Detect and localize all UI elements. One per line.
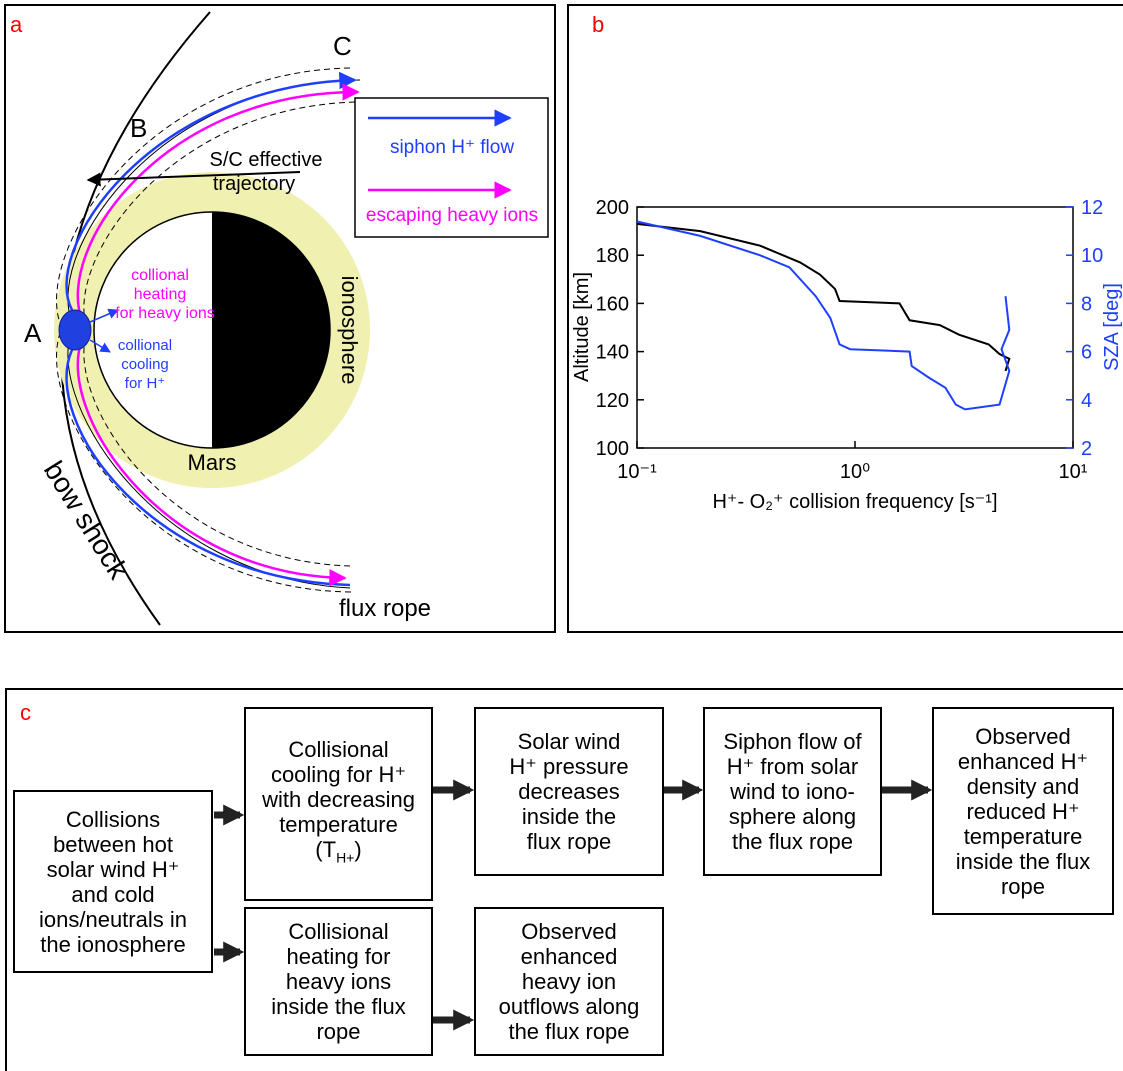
mars-label: Mars xyxy=(188,450,237,475)
y2-tick-label: 6 xyxy=(1081,342,1092,364)
cooling-label: for H⁺ xyxy=(125,375,165,392)
flow-text-part: H+ xyxy=(336,850,354,866)
flow-text: enhanced xyxy=(521,944,618,969)
plot-frame xyxy=(637,207,1073,448)
data-line xyxy=(637,222,1009,410)
flow-text: Solar wind xyxy=(518,729,621,754)
flow-text: the flux rope xyxy=(508,1019,629,1044)
heating-label: for heavy ions xyxy=(115,305,215,322)
flow-text: enhanced H⁺ xyxy=(958,749,1088,774)
flow-text: H⁺ from solar xyxy=(727,754,858,779)
flow-text: rope xyxy=(1001,874,1045,899)
y-tick-label: 200 xyxy=(596,197,629,219)
x-axis-title: H⁺- O₂⁺ collision frequency [s⁻¹] xyxy=(712,491,997,513)
cooling-label: collional xyxy=(118,337,172,354)
interaction-region xyxy=(59,310,91,350)
flow-text: inside the xyxy=(522,804,616,829)
y-tick-label: 100 xyxy=(596,438,629,460)
point-label: C xyxy=(333,31,352,61)
point-label: A xyxy=(24,318,42,348)
panel-label: a xyxy=(10,12,23,37)
flow-text: decreases xyxy=(518,779,620,804)
flow-text: Siphon flow of xyxy=(723,729,861,754)
panel-label: c xyxy=(20,700,31,726)
flow-text: Collisions xyxy=(66,807,160,832)
flow-text: (TH+) xyxy=(315,837,361,870)
flow-text: with decreasing xyxy=(262,787,415,812)
x-tick-label: 10⁻¹ xyxy=(617,461,657,483)
flow-text: cooling for H⁺ xyxy=(271,762,406,787)
flow-text: wind to iono- xyxy=(730,779,855,804)
y-tick-label: 120 xyxy=(596,390,629,412)
flow-text: inside the flux xyxy=(956,849,1091,874)
figure-top: a C B A S/C effective trajectory siphon … xyxy=(0,0,1123,640)
heating-label: collional xyxy=(131,267,189,284)
data-line xyxy=(637,224,1009,371)
y2-axis-title: SZA [deg] xyxy=(1101,283,1123,371)
legend-label: escaping heavy ions xyxy=(366,205,538,226)
flow-text: outflows along xyxy=(499,994,640,1019)
bow-shock-label: bow shock xyxy=(38,456,135,585)
y2-tick-label: 8 xyxy=(1081,293,1092,315)
y2-tick-label: 4 xyxy=(1081,390,1092,412)
flow-text: Collisional xyxy=(288,737,388,762)
flow-text: between hot xyxy=(53,832,173,857)
y-tick-label: 160 xyxy=(596,293,629,315)
flow-text: rope xyxy=(316,1019,360,1044)
flow-text-part: (T xyxy=(315,837,336,862)
x-tick-label: 10⁰ xyxy=(840,461,870,483)
panel-label: b xyxy=(592,12,604,37)
page: a C B A S/C effective trajectory siphon … xyxy=(0,0,1123,1071)
flow-text: ions/neutrals in xyxy=(39,907,187,932)
flow-text: the ionosphere xyxy=(40,932,186,957)
flow-text: density and xyxy=(967,774,1080,799)
flow-text: the flux rope xyxy=(732,829,853,854)
flow-text: reduced H⁺ xyxy=(966,799,1079,824)
flow-text: heavy ions xyxy=(286,969,391,994)
panel-b-frame xyxy=(568,5,1123,632)
flow-text: Observed xyxy=(975,724,1070,749)
flow-text-part: ) xyxy=(354,837,361,862)
cooling-label: cooling xyxy=(121,356,169,373)
flow-text: solar wind H⁺ xyxy=(47,857,180,882)
legend-label: siphon H⁺ flow xyxy=(390,137,514,158)
y-axis-title: Altitude [km] xyxy=(571,272,593,382)
point-label: B xyxy=(130,113,147,143)
y2-tick-label: 10 xyxy=(1081,245,1103,267)
y2-tick-label: 12 xyxy=(1081,197,1103,219)
flow-text: and cold xyxy=(71,882,154,907)
y-tick-label: 180 xyxy=(596,245,629,267)
flow-text: inside the flux xyxy=(271,994,406,1019)
heating-label: heating xyxy=(134,286,187,303)
x-tick-label: 10¹ xyxy=(1059,461,1088,483)
flow-text: temperature xyxy=(279,812,398,837)
flow-text: heating for xyxy=(287,944,391,969)
flux-rope-label: flux rope xyxy=(339,595,431,622)
trajectory-label: S/C effective xyxy=(209,149,322,171)
flow-text: sphere along xyxy=(729,804,856,829)
flow-text: temperature xyxy=(964,824,1083,849)
flow-text: Collisional xyxy=(288,919,388,944)
trajectory-label: trajectory xyxy=(213,173,295,195)
flow-text: Observed xyxy=(521,919,616,944)
flow-text: heavy ion xyxy=(522,969,616,994)
y2-tick-label: 2 xyxy=(1081,438,1092,460)
flow-text: flux rope xyxy=(527,829,611,854)
ionosphere-label: ionosphere xyxy=(337,276,362,385)
flow-text: H⁺ pressure xyxy=(509,754,628,779)
y-tick-label: 140 xyxy=(596,342,629,364)
